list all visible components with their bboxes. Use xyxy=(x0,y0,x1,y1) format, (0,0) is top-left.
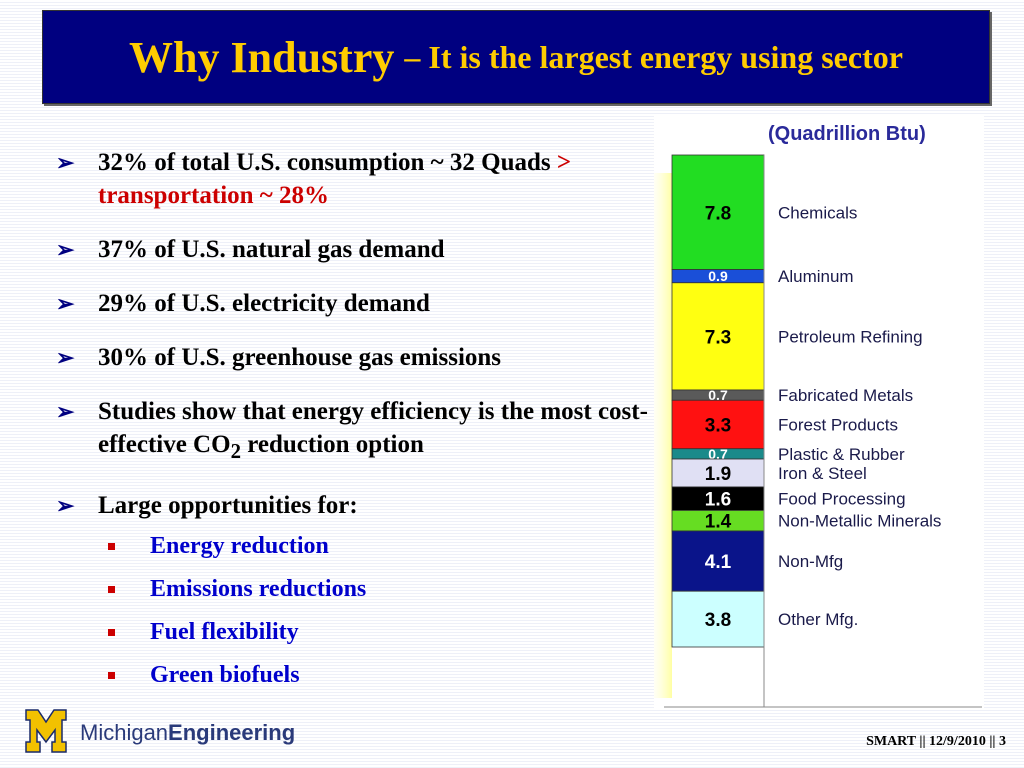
bullet-item: ➢ Large opportunities for: xyxy=(56,489,656,522)
stacked-bar-chart: (Quadrillion Btu) 7.8 Chemicals 0.9 Aluminu… xyxy=(654,115,984,710)
sub-bullet-item: Energy reduction xyxy=(56,531,656,561)
arrow-bullet-icon: ➢ xyxy=(56,345,75,370)
data-label: 3.3 xyxy=(705,415,731,436)
data-label: 7.8 xyxy=(705,203,731,224)
bar-segment-non-mfg xyxy=(671,530,765,592)
bullet-text: Studies show that energy efficiency is t… xyxy=(98,398,648,458)
bullet-text: Large opportunities for: xyxy=(98,492,358,519)
bullet-item: ➢ Studies show that energy efficiency is… xyxy=(56,395,656,468)
bullet-item: ➢ 37% of U.S. natural gas demand xyxy=(56,233,656,266)
data-label: 0.7 xyxy=(708,446,728,462)
footer-slide-info: SMART || 12/9/2010 || 3 xyxy=(866,734,1006,749)
sub-bullet-item: Emissions reductions xyxy=(56,574,656,604)
bullet-list: ➢ 32% of total U.S. consumption ~ 32 Qua… xyxy=(56,146,656,703)
bullet-item: ➢ 29% of U.S. electricity demand xyxy=(56,287,656,320)
data-label: 1.6 xyxy=(705,490,731,511)
category-label: Iron & Steel xyxy=(778,464,867,483)
square-bullet-icon xyxy=(108,543,115,550)
bullet-text-highlight: > transportation ~ 28% xyxy=(98,149,572,209)
sub-bullet-item: Fuel flexibility xyxy=(56,617,656,647)
arrow-bullet-icon: ➢ xyxy=(56,291,75,316)
michigan-engineering-logo: MichiganEngineering xyxy=(22,706,322,762)
bar-segment-iron-steel xyxy=(671,458,765,488)
bar-glow-shadow xyxy=(654,173,672,698)
sub-bullet-text: Fuel flexibility xyxy=(150,619,299,645)
slide-title: Why Industry xyxy=(129,32,395,82)
data-label: 3.8 xyxy=(705,610,731,631)
bullet-text: 30% of U.S. greenhouse gas emissions xyxy=(98,344,502,371)
data-label: 1.4 xyxy=(705,512,732,533)
category-label: Food Processing xyxy=(778,490,906,509)
data-label: 7.3 xyxy=(705,327,731,348)
sub-bullet-text: Emissions reductions xyxy=(150,576,367,602)
category-label: Petroleum Refining xyxy=(778,327,923,346)
logo-text-bold: Engineering xyxy=(168,720,296,745)
bullet-item: ➢ 30% of U.S. greenhouse gas emissions xyxy=(56,341,656,374)
category-label: Non-Mfg xyxy=(778,552,843,571)
bar-segment-forest-products xyxy=(671,399,765,450)
square-bullet-icon xyxy=(108,629,115,636)
arrow-bullet-icon: ➢ xyxy=(56,150,75,175)
arrow-bullet-icon: ➢ xyxy=(56,493,75,518)
square-bullet-icon xyxy=(108,672,115,679)
bullet-text: 32% of total U.S. consumption ~ 32 Quads xyxy=(98,149,557,176)
slide-subtitle: – It is the largest energy using sector xyxy=(404,38,903,75)
block-m-icon xyxy=(25,709,67,753)
subscript-text: 2 xyxy=(230,439,241,463)
sub-bullet-text: Energy reduction xyxy=(150,533,329,559)
category-label: Chemicals xyxy=(778,203,857,222)
bar-segment-other-mfg- xyxy=(671,590,765,648)
chart-svg: 7.8 Chemicals 0.9 Aluminum 7.3 Petroleum Refi… xyxy=(654,154,982,708)
sub-bullet-text: Green biofuels xyxy=(150,662,300,688)
data-label: 1.9 xyxy=(705,464,731,485)
category-label: Plastic & Rubber xyxy=(778,445,905,464)
sub-bullet-list: Energy reduction Emissions reductions Fu… xyxy=(56,531,656,690)
bullet-text: 29% of U.S. electricity demand xyxy=(98,290,430,317)
data-label: 0.9 xyxy=(708,268,728,284)
bar-segment-petroleum-refining xyxy=(671,282,765,391)
data-label: 0.7 xyxy=(708,387,728,403)
bullet-text: reduction option xyxy=(240,431,424,458)
bar-segment-chemicals xyxy=(671,154,765,270)
category-label: Other Mfg. xyxy=(778,610,858,629)
chart-unit-label: (Quadrillion Btu) xyxy=(768,123,926,145)
category-label: Forest Products xyxy=(778,415,898,434)
category-label: Fabricated Metals xyxy=(778,386,913,405)
sub-bullet-item: Green biofuels xyxy=(56,660,656,690)
logo-text-regular: Michigan xyxy=(80,720,169,745)
logo-wordmark: MichiganEngineering xyxy=(80,720,295,746)
bar-segments: 7.8 Chemicals 0.9 Aluminum 7.3 Petroleum Refi… xyxy=(664,154,982,708)
category-label: Non-Metallic Minerals xyxy=(778,512,941,531)
title-banner: Why Industry – It is the largest energy … xyxy=(42,10,990,104)
bullet-item: ➢ 32% of total U.S. consumption ~ 32 Qua… xyxy=(56,146,656,212)
square-bullet-icon xyxy=(108,586,115,593)
data-label: 4.1 xyxy=(705,552,732,573)
arrow-bullet-icon: ➢ xyxy=(56,237,75,262)
bullet-text: 37% of U.S. natural gas demand xyxy=(98,236,445,263)
category-label: Aluminum xyxy=(778,267,854,286)
arrow-bullet-icon: ➢ xyxy=(56,399,75,424)
